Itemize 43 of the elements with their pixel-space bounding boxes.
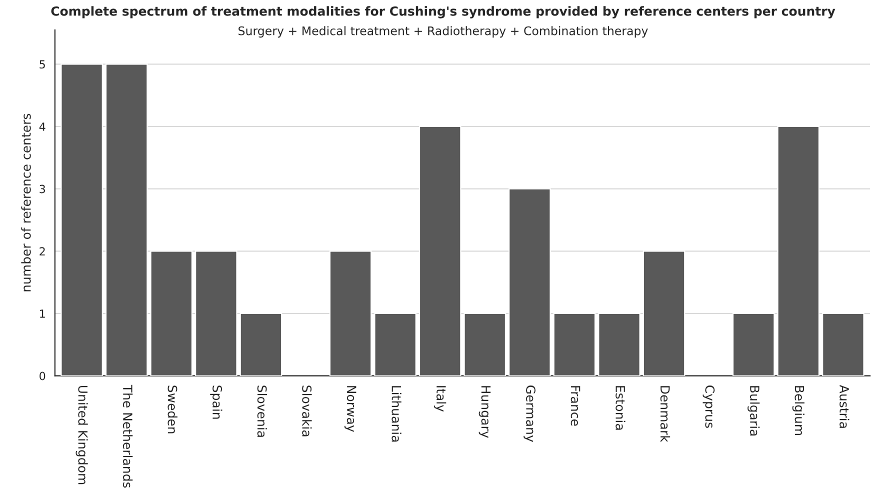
x-tick-label: The Netherlands: [122, 384, 133, 488]
x-tick-label: Italy: [434, 386, 446, 412]
bar: [642, 250, 686, 376]
x-tick-label: Germany: [524, 386, 536, 442]
y-tick-label: 3: [40, 184, 46, 194]
bar: [60, 64, 103, 376]
x-tick-label: Denmark: [660, 386, 670, 442]
y-tick-label: 1: [40, 310, 45, 318]
y-axis-title: number of reference centers: [21, 114, 31, 292]
bar: [329, 250, 372, 376]
x-tick-label: Spain: [210, 386, 222, 419]
bar: [105, 64, 148, 376]
x-tick-label: Belgium: [792, 386, 804, 436]
chart-subtitle: Surgery + Medical treatment + Radiotherapy + Combination therapy: [238, 26, 648, 38]
x-tick-label: United Kingdom: [76, 386, 88, 484]
x-tick-label: France: [570, 386, 580, 426]
x-tick-label: Estonia: [616, 386, 626, 430]
x-tick-label: Cyprus: [702, 386, 715, 428]
bar: [553, 312, 596, 376]
bar: [777, 126, 820, 376]
x-tick-label: Sweden: [168, 386, 178, 434]
bar: [464, 312, 506, 376]
bar: [508, 188, 551, 376]
y-tick-label: 4: [39, 122, 46, 131]
x-tick-label: Bulgaria: [748, 386, 760, 436]
bar: [195, 250, 238, 376]
bar: [598, 312, 640, 376]
y-tick-label: 2: [40, 247, 45, 256]
x-tick-label: Norway: [344, 386, 356, 432]
x-tick-label: Austria: [840, 384, 850, 428]
y-tick-label: 5: [40, 60, 45, 69]
x-tick-label: Lithuania: [392, 386, 402, 442]
chart-title: Complete spectrum of treatment modalities for Cushing's syndrome provided by reference centers per country: [51, 6, 836, 18]
x-tick-label: Slovenia: [257, 386, 267, 437]
bar: [732, 312, 775, 376]
x-tick-label: Slovakia: [302, 386, 312, 436]
bar: [418, 126, 462, 376]
x-tick-label: Hungary: [478, 386, 491, 438]
bar: [150, 250, 193, 376]
bar: [374, 312, 416, 376]
bar: [822, 312, 864, 376]
bar: [240, 312, 282, 376]
y-tick-label: 0: [40, 372, 46, 380]
